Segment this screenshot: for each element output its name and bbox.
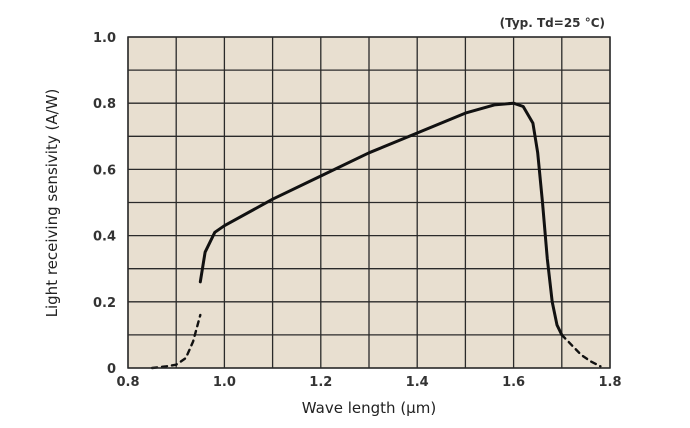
y-tick-label: 0.8 <box>93 97 116 112</box>
series-layer <box>150 101 602 370</box>
x-tick-label: 1.0 <box>213 375 236 390</box>
x-tick-label: 1.4 <box>406 375 429 390</box>
y-tick-label: 0.2 <box>93 296 116 311</box>
x-tick-label: 0.8 <box>116 375 139 390</box>
curve-segment-dashed <box>150 313 202 370</box>
y-axis-title: Light receiving sensivity (A/W) <box>43 89 61 318</box>
y-tick-label: 0.6 <box>93 163 116 178</box>
annotation-typ-td: (Typ. Td=25 °C) <box>500 16 605 30</box>
y-tick-label: 0 <box>107 362 116 377</box>
plot-frame <box>127 36 611 369</box>
y-tick-label: 1.0 <box>93 31 116 46</box>
y-tick-label: 0.4 <box>93 230 116 245</box>
curve-segment-dashed <box>560 333 602 368</box>
x-axis-title: Wave length (µm) <box>302 399 436 417</box>
y-axis-ticks: 0 0.2 0.4 0.6 0.8 1.0 <box>93 31 116 377</box>
x-tick-label: 1.6 <box>502 375 525 390</box>
x-tick-label: 1.2 <box>309 375 332 390</box>
x-axis-ticks: 0.8 1.0 1.2 1.4 1.6 1.8 <box>116 375 621 390</box>
x-tick-label: 1.8 <box>598 375 621 390</box>
curve-segment-solid <box>198 101 564 337</box>
